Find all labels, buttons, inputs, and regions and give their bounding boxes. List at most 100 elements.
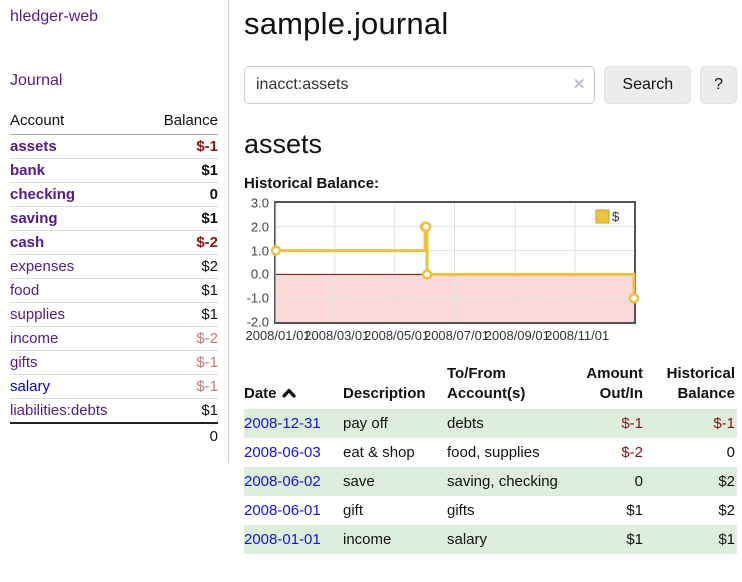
account-balance: $1 <box>143 398 218 423</box>
transaction-date: 2008-06-02 <box>244 467 343 496</box>
transaction-date: 2008-01-01 <box>244 525 343 554</box>
y-tick-label: -1.0 <box>246 290 269 306</box>
account-link[interactable]: cash <box>10 234 45 251</box>
y-tick-label: 2.0 <box>250 219 269 235</box>
x-tick-label: 2008/07/01 <box>423 328 490 343</box>
account-link[interactable]: supplies <box>10 306 66 323</box>
transaction-description: save <box>343 472 375 490</box>
transaction-row[interactable]: 2008-01-01 income salary $1 $1 <box>244 524 737 554</box>
account-link[interactable]: liabilities:debts <box>10 402 108 419</box>
col-description: Description <box>343 385 426 403</box>
col-balance: Historical Balance <box>666 365 735 403</box>
transaction-amount: $1 <box>626 501 643 519</box>
account-link[interactable]: saving <box>10 210 58 227</box>
account-row: income $-2 <box>10 326 218 351</box>
brand-link[interactable]: hledger-web <box>10 8 99 25</box>
accounts-header-balance: Balance <box>143 109 218 135</box>
account-balance: $-1 <box>196 138 218 155</box>
transaction-date: 2008-12-31 <box>244 409 343 438</box>
col-amount: Amount Out/In <box>586 365 643 403</box>
col-date[interactable]: Date <box>244 361 343 409</box>
y-tick-label: 1.0 <box>250 243 269 259</box>
journal-link[interactable]: Journal <box>10 72 63 89</box>
account-balance: 0 <box>143 182 218 207</box>
x-tick-label: 2008/01/01 <box>245 328 311 343</box>
account-link[interactable]: assets <box>10 138 57 155</box>
account-link[interactable]: salary <box>10 378 51 395</box>
nav-journal: Journal <box>10 72 218 90</box>
transaction-amount: $1 <box>626 530 643 548</box>
svg-text:$: $ <box>612 209 620 224</box>
y-tick-label: -2.0 <box>246 314 269 330</box>
transaction-date-link[interactable]: 2008-12-31 <box>244 414 321 432</box>
y-tick-label: 0.0 <box>250 266 269 282</box>
chart-title: Historical Balance: <box>244 175 380 192</box>
account-balance: $-1 <box>143 374 218 399</box>
main-content: sample.journal ✕ Search ? assets Histori… <box>229 0 742 554</box>
account-row: supplies $1 <box>10 302 218 327</box>
search-input[interactable] <box>244 66 596 104</box>
account-balance: $-1 <box>143 350 218 375</box>
page-title: sample.journal <box>244 6 449 41</box>
search-button[interactable]: Search <box>604 66 692 104</box>
account-row: gifts $-1 <box>10 350 218 375</box>
transaction-balance: $-1 <box>713 414 735 432</box>
x-tick-label: 2008/09/01 <box>484 328 550 343</box>
account-balance: $1 <box>143 302 218 327</box>
x-tick-label: 2008/11/01 <box>545 328 610 343</box>
transaction-description: income <box>343 530 392 548</box>
brand: hledger-web <box>10 8 218 26</box>
account-row: expenses $2 <box>10 254 218 279</box>
accounts-header-account: Account <box>10 109 144 135</box>
account-link[interactable]: expenses <box>10 258 75 275</box>
account-row: cash $-2 <box>10 230 218 255</box>
x-tick-label: 2008/05/01 <box>364 328 430 343</box>
register-table: Date Description To/From Account(s) Amou… <box>244 361 737 554</box>
transaction-date-link[interactable]: 2008-06-01 <box>244 501 321 519</box>
transaction-row[interactable]: 2008-06-01 gift gifts $1 $2 <box>244 496 737 525</box>
transaction-amount: 0 <box>634 472 643 490</box>
account-row: saving $1 <box>10 206 218 231</box>
transaction-date-link[interactable]: 2008-06-02 <box>244 472 321 490</box>
transaction-balance: $2 <box>718 472 735 490</box>
transaction-accounts: salary <box>447 530 488 548</box>
accounts-total-row: 0 <box>10 422 218 449</box>
col-accounts: To/From Account(s) <box>447 365 526 403</box>
help-button[interactable]: ? <box>700 66 737 104</box>
transaction-row[interactable]: 2008-06-02 save saving, checking 0 $2 <box>244 466 737 496</box>
chart-plot-area: $ <box>270 201 640 324</box>
account-row: bank $1 <box>10 158 218 183</box>
chart-y-axis-labels: 3.0 2.0 1.0 0.0 -1.0 -2.0 <box>244 196 274 330</box>
transaction-date-link[interactable]: 2008-01-01 <box>244 530 321 548</box>
chart-svg: $ <box>270 203 640 322</box>
transaction-amount: $-1 <box>621 414 643 432</box>
sidebar: hledger-web Journal Account Balance asse… <box>0 0 229 463</box>
account-balance: $1 <box>143 158 218 183</box>
app-window: hledger-web Journal Account Balance asse… <box>0 0 742 554</box>
account-link[interactable]: food <box>10 282 40 299</box>
transaction-row[interactable]: 2008-06-03 eat & shop food, supplies $-2 0 <box>244 438 737 467</box>
account-balance: $1 <box>143 206 218 231</box>
account-row: liabilities:debts $1 <box>10 398 218 423</box>
account-link[interactable]: income <box>10 330 59 347</box>
search-form: ✕ Search ? <box>244 66 737 104</box>
account-row: food $1 <box>10 278 218 303</box>
transaction-balance: $2 <box>718 501 735 519</box>
transaction-accounts: food, supplies <box>447 443 540 461</box>
account-link[interactable]: checking <box>10 186 76 203</box>
transaction-accounts: saving, checking <box>447 472 558 490</box>
transaction-balance: 0 <box>726 443 735 461</box>
transaction-balance: $1 <box>718 530 735 548</box>
account-balance: $1 <box>143 278 218 303</box>
x-tick-label: 2008/03/01 <box>304 328 370 343</box>
account-balance: $-2 <box>143 230 218 255</box>
account-row: checking 0 <box>10 182 218 207</box>
transaction-row[interactable]: 2008-12-31 pay off debts $-1 $-1 <box>244 408 737 438</box>
account-link[interactable]: bank <box>10 162 46 179</box>
transaction-date-link[interactable]: 2008-06-03 <box>244 443 321 461</box>
account-link[interactable]: gifts <box>10 354 38 371</box>
account-balance: $2 <box>143 254 218 279</box>
clear-search-icon[interactable]: ✕ <box>572 76 586 93</box>
search-box: ✕ <box>244 66 596 104</box>
transaction-description: pay off <box>343 414 388 432</box>
